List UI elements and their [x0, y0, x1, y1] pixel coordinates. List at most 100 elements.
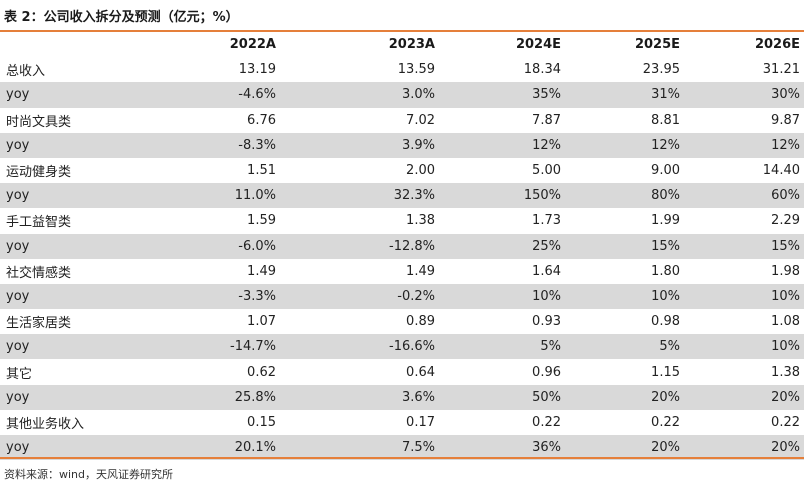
value-cell: -12.8% [280, 233, 439, 259]
value-cell: 9.00 [651, 163, 680, 179]
value-cell: 0.98 [651, 314, 680, 330]
value-cell: 150% [439, 183, 565, 209]
value-cell: 20% [684, 435, 804, 461]
value-cell: 1.07 [247, 314, 276, 330]
value-cell: 31.21 [762, 62, 800, 78]
table-row: yoy 11.0% 32.3% 150% 80% 60% [0, 183, 804, 209]
value-cell: 1.15 [651, 364, 680, 380]
row-label: 其他业务收入 [6, 416, 85, 432]
row-label: 手工益智类 [6, 215, 72, 231]
value-cell: 60% [684, 183, 804, 209]
value-cell: 12% [565, 132, 684, 158]
value-cell: 13.19 [238, 62, 276, 78]
value-cell: 0.62 [247, 364, 276, 380]
value-cell: 7.87 [532, 112, 561, 128]
value-cell: 0.17 [406, 414, 435, 430]
header-cell [0, 32, 164, 57]
table-row: yoy -3.3% -0.2% 10% 10% 10% [0, 283, 804, 310]
value-cell: 36% [439, 435, 565, 461]
value-cell: 10% [565, 283, 684, 310]
value-cell: 14.40 [762, 163, 800, 179]
value-cell: -8.3% [164, 132, 280, 158]
value-cell: 3.0% [280, 82, 439, 108]
value-cell: 20.1% [164, 435, 280, 461]
table-row: 其他业务收入 0.15 0.17 0.22 0.22 0.22 [0, 410, 804, 435]
value-cell: 32.3% [280, 183, 439, 209]
table-row: yoy -14.7% -16.6% 5% 5% 10% [0, 334, 804, 360]
value-cell: 10% [439, 283, 565, 310]
value-cell: 20% [684, 384, 804, 410]
row-label: 总收入 [6, 64, 46, 80]
value-cell: 1.99 [651, 213, 680, 229]
value-cell: 0.22 [771, 414, 800, 430]
value-cell: 0.22 [532, 414, 561, 430]
value-cell: -3.3% [164, 283, 280, 310]
value-cell: 5% [439, 334, 565, 360]
value-cell: 23.95 [642, 62, 680, 78]
value-cell: 12% [684, 132, 804, 158]
row-label: 其它 [6, 366, 33, 382]
table-row: 生活家居类 1.07 0.89 0.93 0.98 1.08 [0, 309, 804, 334]
value-cell: 50% [439, 384, 565, 410]
value-cell: 2.29 [771, 213, 800, 229]
value-cell: 5.00 [532, 163, 561, 179]
value-cell: 12% [439, 132, 565, 158]
value-cell: 6.76 [247, 112, 276, 128]
value-cell: 80% [565, 183, 684, 209]
table-title: 表 2：公司收入拆分及预测（亿元；%） [4, 10, 239, 25]
value-cell: 7.5% [280, 435, 439, 461]
table-row: 总收入 13.19 13.59 18.34 23.95 31.21 [0, 57, 804, 82]
value-cell: 0.89 [406, 314, 435, 330]
top-rule [0, 30, 804, 32]
table-row: yoy 20.1% 7.5% 36% 20% 20% [0, 435, 804, 461]
header-cell: 2024E [515, 37, 561, 53]
value-cell: 31% [565, 82, 684, 108]
value-cell: 0.64 [406, 364, 435, 380]
value-cell: 3.6% [280, 384, 439, 410]
value-cell: 1.64 [532, 263, 561, 279]
value-cell: 0.22 [651, 414, 680, 430]
table-row: yoy 25.8% 3.6% 50% 20% 20% [0, 384, 804, 410]
table-row: 其它 0.62 0.64 0.96 1.15 1.38 [0, 359, 804, 384]
value-cell: 1.08 [771, 314, 800, 330]
value-cell: 15% [684, 233, 804, 259]
row-label: yoy [0, 435, 164, 461]
value-cell: 1.59 [247, 213, 276, 229]
value-cell: 11.0% [164, 183, 280, 209]
row-label: yoy [0, 334, 164, 360]
value-cell: 25.8% [164, 384, 280, 410]
value-cell: 1.51 [247, 163, 276, 179]
value-cell: 20% [565, 384, 684, 410]
header-cell: 2025E [634, 37, 680, 53]
value-cell: 0.96 [532, 364, 561, 380]
bottom-rule [0, 457, 804, 459]
value-cell: 25% [439, 233, 565, 259]
value-cell: -16.6% [280, 334, 439, 360]
value-cell: 35% [439, 82, 565, 108]
value-cell: 30% [684, 82, 804, 108]
table-row: 社交情感类 1.49 1.49 1.64 1.80 1.98 [0, 259, 804, 284]
value-cell: 7.02 [406, 112, 435, 128]
row-label: yoy [0, 183, 164, 209]
table-row: 时尚文具类 6.76 7.02 7.87 8.81 9.87 [0, 108, 804, 133]
value-cell: 10% [684, 334, 804, 360]
header-cell: 2022A [229, 37, 276, 53]
value-cell: 13.59 [397, 62, 435, 78]
value-cell: 0.15 [247, 414, 276, 430]
table-row: 运动健身类 1.51 2.00 5.00 9.00 14.40 [0, 158, 804, 183]
table-row: yoy -4.6% 3.0% 35% 31% 30% [0, 82, 804, 108]
value-cell: 1.49 [247, 263, 276, 279]
value-cell: 1.80 [651, 263, 680, 279]
row-label: yoy [0, 283, 164, 310]
value-cell: 1.49 [406, 263, 435, 279]
value-cell: 1.73 [532, 213, 561, 229]
row-label: 时尚文具类 [6, 114, 72, 130]
value-cell: 10% [684, 283, 804, 310]
table-row: yoy -6.0% -12.8% 25% 15% 15% [0, 233, 804, 259]
value-cell: 15% [565, 233, 684, 259]
value-cell: 1.38 [771, 364, 800, 380]
value-cell: 5% [565, 334, 684, 360]
source-note: 资料来源：wind，天风证券研究所 [4, 468, 174, 481]
row-label: 生活家居类 [6, 316, 72, 332]
value-cell: -6.0% [164, 233, 280, 259]
